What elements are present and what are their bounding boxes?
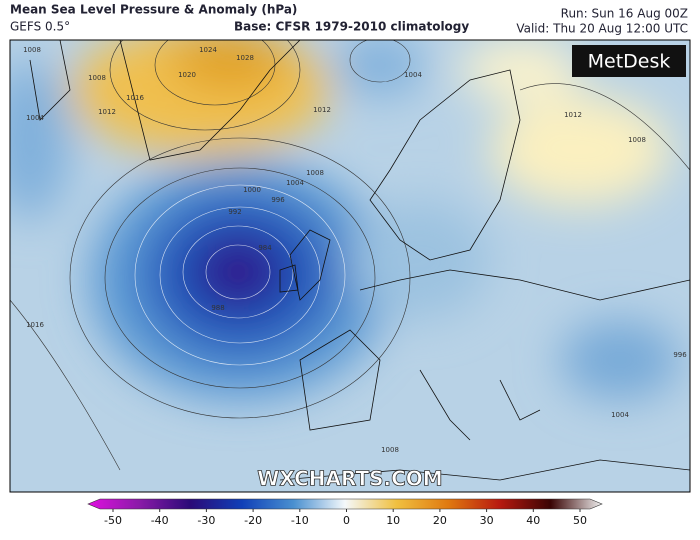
colorbar-tick-label: -30 xyxy=(197,514,215,527)
isobar-labels: 1024102810201016101210081008100410121004… xyxy=(23,46,687,454)
valid: Valid: Thu 20 Aug 12:00 UTC xyxy=(516,22,688,36)
colorbar-tick-label: 40 xyxy=(526,514,540,527)
isobar-label: 1000 xyxy=(243,186,261,194)
colorbar-tick-label: 0 xyxy=(343,514,350,527)
run: Run: Sun 16 Aug 00Z xyxy=(561,7,688,21)
colorbar-tick-label: 10 xyxy=(386,514,400,527)
isobar-label: 1008 xyxy=(306,169,324,177)
isobar-label: 1008 xyxy=(23,46,41,54)
isobar-label: 1016 xyxy=(126,94,144,102)
coastlines xyxy=(29,40,690,481)
isobar-label: 992 xyxy=(228,208,241,216)
isobar-label: 996 xyxy=(271,196,285,204)
colorbar-tick-label: -50 xyxy=(104,514,122,527)
anomaly-field xyxy=(10,40,680,400)
isobar-label: 1020 xyxy=(178,71,196,79)
colorbar-tick-label: 30 xyxy=(480,514,494,527)
isobar-label: 1016 xyxy=(26,321,44,329)
isobar-label: 984 xyxy=(258,244,272,252)
colorbar-tick-label: -40 xyxy=(151,514,169,527)
isobar-label: 1028 xyxy=(236,54,254,62)
watermark: WXCHARTS.COM xyxy=(257,467,442,491)
isobar-label: 1004 xyxy=(26,114,44,122)
logo-box xyxy=(572,45,686,77)
base: Base: CFSR 1979-2010 climatology xyxy=(234,20,469,34)
isobar-label: 996 xyxy=(673,351,687,359)
colorbar-ticks: -50 -40 -30 -20 -10 0 10 20 30 40 50 xyxy=(104,509,587,527)
isobar-label: 1004 xyxy=(611,411,629,419)
title: Mean Sea Level Pressure & Anomaly (hPa) xyxy=(10,3,297,17)
isobar-label: 1024 xyxy=(199,46,217,54)
map-frame xyxy=(9,39,691,493)
colorbar-tick-label: 50 xyxy=(573,514,587,527)
logo: MetDesk xyxy=(588,51,671,73)
colorbar-tick-label: -10 xyxy=(291,514,309,527)
isobars-inner xyxy=(134,184,346,366)
isobar-label: 1008 xyxy=(88,74,106,82)
colorbar-tick-label: 20 xyxy=(433,514,447,527)
isobar-label: 1012 xyxy=(313,106,331,114)
isobar-label: 1008 xyxy=(628,136,646,144)
colorbar-tick-label: -20 xyxy=(244,514,262,527)
map: 1024102810201016101210081008100410121004… xyxy=(10,40,690,492)
isobar-label: 1012 xyxy=(98,108,116,116)
isobar-label: 1012 xyxy=(564,111,582,119)
isobar-label: 1004 xyxy=(404,71,422,79)
isobar-label: 1008 xyxy=(381,446,399,454)
isobar-label: 988 xyxy=(211,304,224,312)
colorbar xyxy=(87,498,603,510)
model: GEFS 0.5° xyxy=(10,20,70,34)
isobar-label: 1004 xyxy=(286,179,304,187)
